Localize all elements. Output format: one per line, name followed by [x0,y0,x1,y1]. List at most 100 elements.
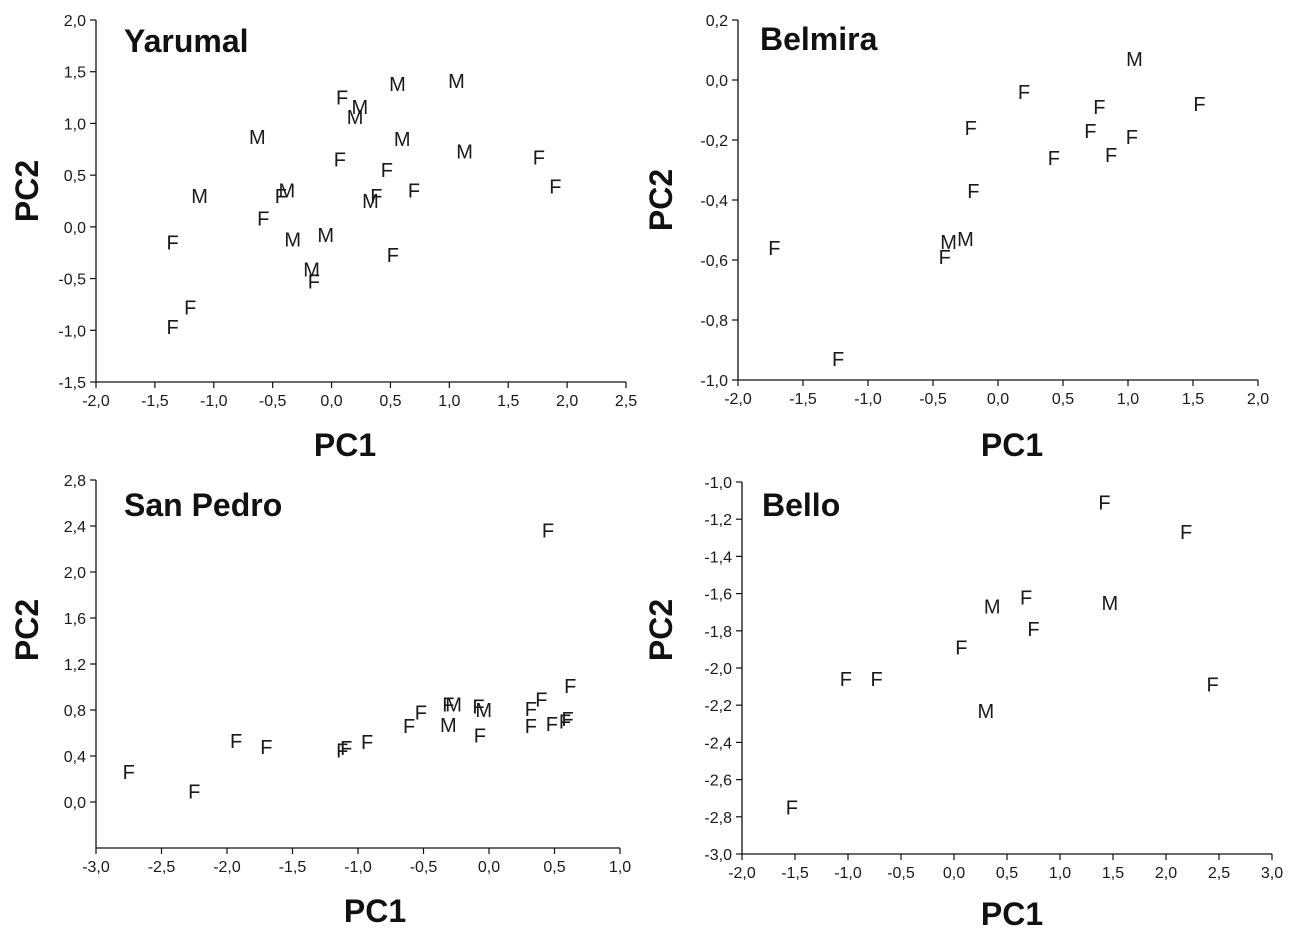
x-tick-label: -1,0 [854,391,882,408]
x-tick-label: -0,5 [887,865,915,882]
x-axis-title: PC1 [344,893,406,929]
data-point-male: M [347,107,364,129]
panel-title: Bello [762,487,840,523]
data-point-male: M [191,186,208,208]
data-point-female: F [308,272,320,294]
data-point-female: F [442,694,454,716]
y-tick-label: -1,2 [704,512,732,529]
x-tick-label: 1,0 [438,393,460,410]
data-point-female: F [1180,522,1192,544]
x-axis-title: PC1 [981,896,1043,930]
x-tick-label: 1,0 [1117,391,1139,408]
x-tick-label: -1,5 [789,391,817,408]
x-tick-label: 0,5 [543,859,565,876]
x-tick-label: -1,0 [200,393,228,410]
data-point-female: F [525,716,537,738]
x-tick-label: 2,5 [1208,865,1230,882]
y-tick-label: -1,6 [704,587,732,604]
data-point-female: F [403,716,415,738]
data-point-male: M [984,597,1001,619]
data-point-female: F [415,702,427,724]
data-point-female: F [474,725,486,747]
panel-title: San Pedro [124,487,282,523]
data-point-male: M [317,225,334,247]
data-point-female: F [1126,127,1138,149]
x-tick-label: 0,5 [996,865,1018,882]
data-point-female: F [1020,587,1032,609]
panel-belmira: Belmira PC1 PC2 -2,0 -1,5 -1,0 -0,5 0,0 0,5 1,… [643,13,1269,463]
data-point-female: F [1018,82,1030,104]
data-point-male: M [940,232,957,254]
x-tick-label: -0,5 [410,859,438,876]
x-tick-label: -2,0 [82,393,110,410]
x-tick-label: 0,0 [987,391,1009,408]
x-tick-label: -0,5 [259,393,287,410]
data-point-female: F [257,209,269,231]
data-point-female: F [1193,94,1205,116]
x-tick-label: -3,0 [82,859,110,876]
data-point-female: F [1098,492,1110,514]
x-tick-label: 1,5 [497,393,519,410]
x-tick-label: 2,0 [556,393,578,410]
y-tick-label: -1,0 [58,323,86,340]
y-tick-label: 2,0 [64,565,86,582]
y-tick-label: 0,0 [64,220,86,237]
y-tick-label: 0,8 [64,703,86,720]
x-tick-label: -2,0 [213,859,241,876]
y-tick-label: -0,2 [700,133,728,150]
y-tick-label: 2,0 [64,13,86,30]
data-point-female: F [381,160,393,182]
data-point-female: F [965,118,977,140]
data-point-female: F [955,638,967,660]
data-point-female: F [408,181,420,203]
data-point-female: F [542,521,554,543]
data-point-female: F [340,738,352,760]
panel-san-pedro: San Pedro PC1 PC2 -3,0 -2,5 -2,0 -1,5 -1,0 -0… [9,473,631,929]
data-point-female: F [564,676,576,698]
panel-bello: Bello PC1 PC2 -2,0 -1,5 -1,0 -0,5 0,0 0,5 1,0 1… [643,475,1283,930]
data-point-male: M [284,229,301,251]
x-axis-title: PC1 [314,427,376,463]
x-tick-label: 0,0 [320,393,342,410]
data-point-female: F [840,669,852,691]
x-tick-label: 0,5 [1052,391,1074,408]
x-tick-label: 1,5 [1102,865,1124,882]
y-tick-label: 0,2 [706,13,728,30]
x-tick-label: -0,5 [919,391,947,408]
data-point-female: F [525,699,537,721]
data-point-female: F [123,762,135,784]
x-tick-label: 3,0 [1261,865,1283,882]
data-point-male: M [389,74,406,96]
data-point-male: M [351,97,368,119]
y-axis-title: PC2 [9,599,45,661]
data-point-female: F [336,740,348,762]
y-tick-label: 0,0 [706,73,728,90]
x-tick-label: 1,0 [609,859,631,876]
y-axis-title: PC2 [643,599,679,661]
y-tick-label: 2,8 [64,473,86,490]
y-tick-label: 1,6 [64,611,86,628]
y-tick-label: 1,2 [64,657,86,674]
data-point-male: M [362,191,379,213]
data-point-male: M [249,127,266,149]
data-point-female: F [1027,619,1039,641]
data-point-female: F [967,181,979,203]
data-point-female: F [1084,121,1096,143]
data-point-female: F [533,148,545,170]
y-tick-label: -2,8 [704,810,732,827]
y-tick-label: -1,4 [704,549,732,566]
x-tick-label: 2,0 [1155,865,1177,882]
x-tick-label: 1,0 [1049,865,1071,882]
data-point-male: M [394,129,411,151]
data-point-female: F [535,690,547,712]
x-tick-label: -1,0 [834,865,862,882]
data-point-female: F [832,349,844,371]
y-tick-label: 2,4 [64,519,86,536]
data-point-female: F [768,238,780,260]
y-tick-label: -2,6 [704,773,732,790]
y-tick-label: 1,5 [64,65,86,82]
y-tick-label: -2,4 [704,735,732,752]
y-tick-label: -0,4 [700,193,728,210]
x-tick-label: 0,5 [379,393,401,410]
